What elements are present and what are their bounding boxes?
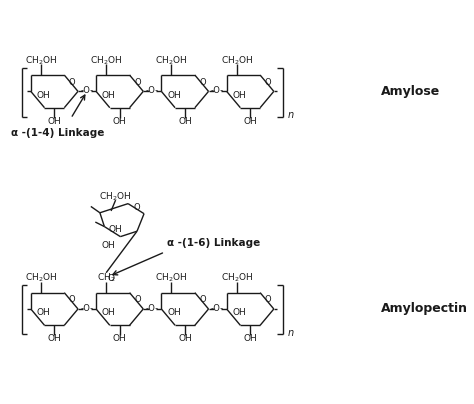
- Text: O: O: [69, 295, 75, 305]
- Text: O: O: [199, 78, 206, 87]
- Text: O: O: [264, 295, 271, 305]
- Text: α -(1-4) Linkage: α -(1-4) Linkage: [11, 128, 105, 138]
- Text: OH: OH: [178, 335, 192, 343]
- Text: CH$_2$: CH$_2$: [97, 272, 116, 284]
- Text: Amylopectin: Amylopectin: [381, 303, 468, 316]
- Text: CH$_2$OH: CH$_2$OH: [25, 54, 57, 67]
- Text: OH: OH: [113, 335, 127, 343]
- Text: OH: OH: [167, 90, 181, 99]
- Text: OH: OH: [47, 335, 61, 343]
- Text: CH$_2$OH: CH$_2$OH: [155, 272, 188, 284]
- Text: OH: OH: [109, 225, 122, 234]
- Text: O: O: [134, 78, 141, 87]
- Text: CH$_2$OH: CH$_2$OH: [90, 54, 122, 67]
- Text: -O-: -O-: [81, 86, 93, 95]
- Text: O: O: [264, 78, 271, 87]
- Text: OH: OH: [232, 308, 246, 317]
- Text: OH: OH: [178, 117, 192, 126]
- Text: -O-: -O-: [146, 86, 159, 95]
- Text: -O-: -O-: [146, 303, 159, 313]
- Text: O: O: [199, 295, 206, 305]
- Text: OH: OH: [113, 117, 127, 126]
- Text: CH$_2$OH: CH$_2$OH: [25, 272, 57, 284]
- Text: CH$_2$OH: CH$_2$OH: [220, 54, 253, 67]
- Text: OH: OH: [102, 90, 116, 99]
- Text: OH: OH: [243, 117, 257, 126]
- Text: -O-: -O-: [211, 86, 224, 95]
- Text: Amylose: Amylose: [381, 85, 440, 98]
- Text: CH$_2$OH: CH$_2$OH: [155, 54, 188, 67]
- Text: -O-: -O-: [211, 303, 224, 313]
- Text: OH: OH: [47, 117, 61, 126]
- Text: OH: OH: [101, 241, 115, 250]
- Text: CH$_2$OH: CH$_2$OH: [100, 190, 132, 203]
- Text: n: n: [287, 328, 293, 338]
- Text: OH: OH: [232, 90, 246, 99]
- Text: OH: OH: [36, 90, 50, 99]
- Text: OH: OH: [167, 308, 181, 317]
- Text: O: O: [134, 203, 140, 212]
- Text: OH: OH: [102, 308, 116, 317]
- Text: O: O: [134, 295, 141, 305]
- Text: O: O: [69, 78, 75, 87]
- Text: O: O: [108, 274, 115, 283]
- Text: α -(1-6) Linkage: α -(1-6) Linkage: [166, 238, 260, 248]
- Text: n: n: [287, 110, 293, 120]
- Text: -O-: -O-: [81, 303, 93, 313]
- Text: OH: OH: [243, 335, 257, 343]
- Text: CH$_2$OH: CH$_2$OH: [220, 272, 253, 284]
- Text: OH: OH: [36, 308, 50, 317]
